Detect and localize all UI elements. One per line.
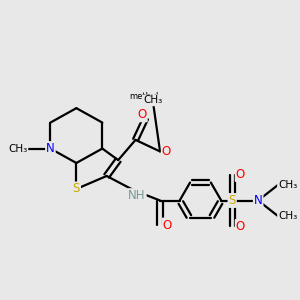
- Text: S: S: [229, 194, 236, 207]
- Text: CH₃: CH₃: [8, 144, 27, 154]
- Text: O: O: [236, 220, 245, 233]
- Text: CH₃: CH₃: [143, 95, 163, 105]
- Text: CH₃: CH₃: [278, 180, 297, 190]
- Text: N: N: [46, 142, 55, 155]
- Text: O: O: [236, 168, 245, 181]
- Text: CH₃: CH₃: [278, 212, 297, 221]
- Text: methyl: methyl: [130, 92, 159, 101]
- Text: NH: NH: [128, 189, 146, 202]
- Text: O: O: [163, 218, 172, 232]
- Text: O: O: [137, 108, 147, 121]
- Text: S: S: [73, 182, 80, 196]
- Text: N: N: [254, 194, 262, 207]
- Text: O: O: [162, 145, 171, 158]
